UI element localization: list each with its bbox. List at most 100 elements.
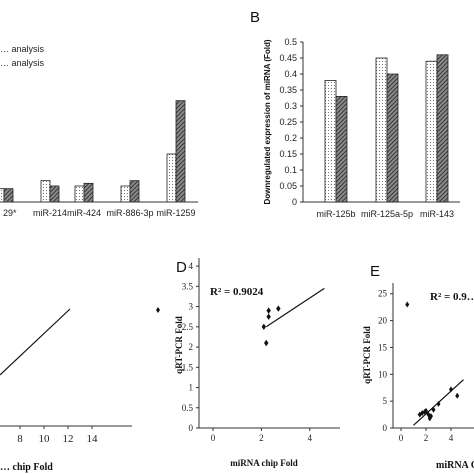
panel-e-label: E: [370, 263, 380, 280]
panel-d-y-tick-label: 0.5: [182, 403, 194, 413]
panel-c-x-ticks: 8 10 12 14: [17, 426, 98, 445]
panel-a-bar: [74, 185, 85, 203]
panel-a-bar: [0, 188, 5, 203]
panel-c-x-axis-label: … chip Fold: [0, 462, 53, 473]
panel-d-trendline-segment: [265, 287, 325, 328]
panel-b-y-tick-label: 0.45: [279, 53, 297, 63]
panel-a-bar: [120, 185, 131, 203]
panel-e-x-axis-label: miRNA C…: [436, 460, 474, 471]
panel-b-y-tick-label: 0.3: [284, 101, 297, 111]
panel-e-y-tick-label: 5: [383, 396, 388, 406]
panel-e-y-ticks: 0 5 10 15 20 25: [378, 289, 393, 433]
panel-d-y-tick-label: 2.5: [182, 322, 194, 332]
panel-d-x-ticks: 0 2 4: [211, 428, 313, 443]
panel-d-y-tick-label: 4: [189, 261, 194, 271]
panel-b-x-tick-label: miR-125a-5p: [361, 209, 413, 219]
panel-a-bar: [49, 185, 60, 203]
panel-a-bars: [0, 100, 186, 203]
panel-e-r2: R² = 0.9…: [430, 291, 474, 303]
panel-d-label: D: [176, 259, 187, 276]
panel-d-y-tick-label: 0: [189, 423, 194, 433]
panel-b-y-tick-label: 0.25: [279, 117, 297, 127]
panel-a-x-tick-label: miR-886-3p: [106, 208, 153, 218]
panel-b-x-tick-label: miR-125b: [316, 209, 355, 219]
panel-d-r2: R² = 0.9024: [210, 286, 264, 298]
panel-a-legend-1: … analysis: [0, 44, 45, 54]
panel-b-x-tick-labels: miR-125b miR-125a-5p miR-143: [316, 209, 454, 219]
panel-d-point: [261, 323, 267, 331]
panel-d-point: [264, 339, 269, 347]
panel-b-y-ticks: 0 0.05 0.1 0.15 0.2 0.25 0.3 0.35 0.4 0.45 0.5: [279, 37, 303, 207]
panel-b-y-tick-label: 0.5: [284, 37, 297, 47]
panel-d-y-tick-label: 1.5: [182, 362, 194, 372]
panel-b: B Downregulated expression of miRNA (Fol…: [250, 9, 460, 219]
panel-b-bar: [386, 73, 399, 203]
panel-b-bar: [436, 54, 449, 203]
panel-e-y-tick-label: 25: [378, 289, 388, 299]
panel-b-bar: [425, 60, 438, 203]
panel-c-x-tick-label: 12: [63, 433, 74, 445]
panel-d: D qRT-PCR Fold 0 0.5 1 1.5 2 2.5 3 3.5 4 0 2 4 R² …: [156, 258, 340, 468]
panel-e-point: [431, 406, 436, 413]
panel-e-y-axis-label: qRT-PCR Fold: [362, 326, 372, 384]
panel-a-x-tick-label: miR-424: [67, 208, 101, 218]
panel-d-point: [266, 313, 271, 320]
panel-e-point: [449, 386, 453, 393]
panel-b-y-tick-label: 0.35: [279, 85, 297, 95]
panel-c-x-tick-label: 14: [87, 433, 99, 445]
panel-a-bar: [175, 100, 186, 203]
panel-d-y-axis-label: qRT-PCR Fold: [174, 316, 184, 374]
panel-e-y-tick-label: 20: [378, 316, 388, 326]
panel-d-y-tick-label: 1: [189, 383, 194, 393]
panel-b-x-tick-label: miR-143: [420, 209, 454, 219]
panel-b-y-tick-label: 0: [292, 197, 297, 207]
panel-e-point: [405, 301, 410, 308]
panel-a: … analysis … analysis … 29* miR-214miR-42…: [0, 44, 198, 218]
panel-d-x-tick-label: 2: [259, 433, 264, 443]
panel-a-bar: [166, 153, 177, 203]
panel-d-y-tick-label: 2: [189, 342, 194, 352]
panel-d-y-tick-label: 3.5: [182, 281, 194, 291]
panel-e-y-tick-label: 0: [383, 423, 388, 433]
panel-c: 8 10 12 14 … chip Fold: [0, 308, 132, 473]
panel-e-point: [429, 413, 433, 420]
panel-e-y-tick-label: 10: [378, 369, 388, 379]
panel-c-x-tick-label: 8: [17, 433, 23, 445]
panel-a-bar: [3, 188, 14, 203]
panel-b-y-tick-label: 0.4: [284, 69, 297, 79]
panel-b-y-tick-label: 0.05: [279, 181, 297, 191]
panel-d-y-tick-label: 3: [189, 302, 194, 312]
panel-b-y-axis-label: Downregulated expression of miRNA (Fold): [263, 39, 272, 204]
panel-b-bar: [335, 96, 348, 203]
panel-c-trendline-segment: [0, 308, 71, 376]
panel-e-x-tick-label: 2: [424, 433, 429, 443]
panel-d-x-tick-label: 0: [211, 433, 216, 443]
panel-d-trendline: [265, 287, 325, 328]
panel-b-label: B: [250, 9, 260, 26]
panel-b-bar: [324, 80, 337, 203]
panel-e-points: [405, 301, 460, 422]
panel-a-bar: [83, 182, 94, 203]
panel-c-point: [156, 307, 160, 313]
panel-d-points: [156, 305, 281, 347]
panel-b-bars: [324, 54, 449, 203]
panel-e-x-ticks: 0 2 4: [399, 428, 454, 443]
panel-d-point: [276, 305, 281, 312]
panel-a-bar: [40, 180, 51, 203]
panel-b-bar: [375, 57, 388, 203]
panel-a-bar: [129, 180, 140, 203]
panel-b-y-tick-label: 0.2: [284, 133, 297, 143]
panel-e-y-tick-label: 15: [378, 342, 388, 352]
panel-e-x-tick-label: 4: [449, 433, 454, 443]
panel-e-point: [455, 392, 460, 399]
panel-a-legend-2: … analysis: [0, 58, 45, 68]
panel-d-x-axis-label: miRNA chip Fold: [230, 458, 298, 468]
panel-b-y-tick-label: 0.1: [284, 165, 297, 175]
panel-e-x-tick-label: 0: [399, 433, 404, 443]
panel-c-trendline: [0, 308, 71, 376]
panel-d-y-ticks: 0 0.5 1 1.5 2 2.5 3 3.5 4: [182, 261, 199, 433]
panel-c-x-tick-label: 10: [39, 433, 51, 445]
